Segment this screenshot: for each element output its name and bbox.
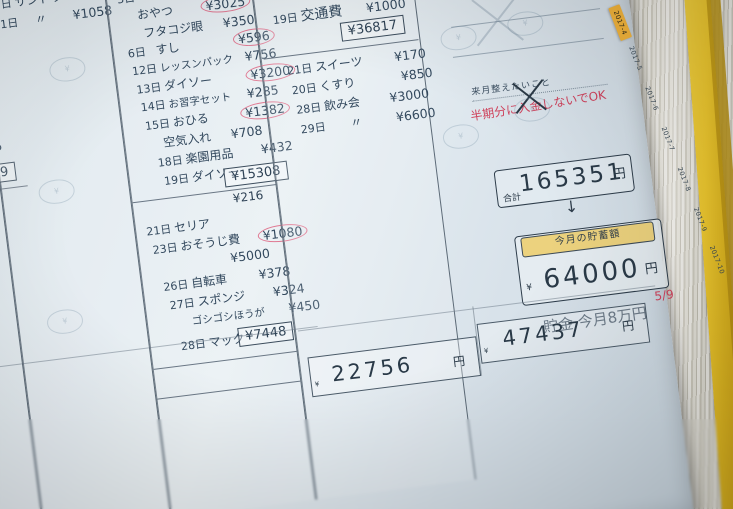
entry-amount: ¥350 — [221, 11, 256, 31]
entry-amount: ¥1000 — [365, 0, 407, 16]
savings-yen: 円 — [644, 260, 659, 278]
bottom-total-mark: ¥ — [483, 346, 489, 356]
red-corner-note: 5/9 — [653, 287, 675, 304]
page-watermark: ¥ — [441, 122, 481, 151]
entry-item: 〃 — [349, 114, 364, 131]
entry-day: 19日 — [272, 11, 299, 28]
index-tab-active[interactable]: 2017-4 — [608, 4, 633, 42]
bottom-total-yen: 円 — [621, 318, 635, 334]
red-cross-out-icon — [512, 79, 547, 115]
entry-item: すし — [154, 40, 181, 58]
entry-amount: ¥708 — [229, 122, 264, 142]
bottom-total-yen: 円 — [452, 353, 466, 370]
ledger-page: 食費 円 2日 おかし ¥657 ¥13152 ¥5162 23日 バリュ ¥1… — [0, 0, 694, 509]
savings-currency-mark: ¥ — [525, 282, 533, 294]
down-arrow-icon: ↓ — [563, 196, 580, 218]
total-label: 合計 — [502, 192, 522, 205]
bottom-total-mark: ¥ — [314, 380, 320, 389]
page-watermark: ¥ — [439, 23, 478, 53]
red-cross-out-icon — [471, 0, 524, 47]
entry-item: 〃 — [34, 11, 48, 27]
total-yen: 円 — [612, 166, 627, 183]
entry-amount: ¥850 — [399, 64, 434, 84]
entry-amount: ¥170 — [393, 45, 427, 65]
